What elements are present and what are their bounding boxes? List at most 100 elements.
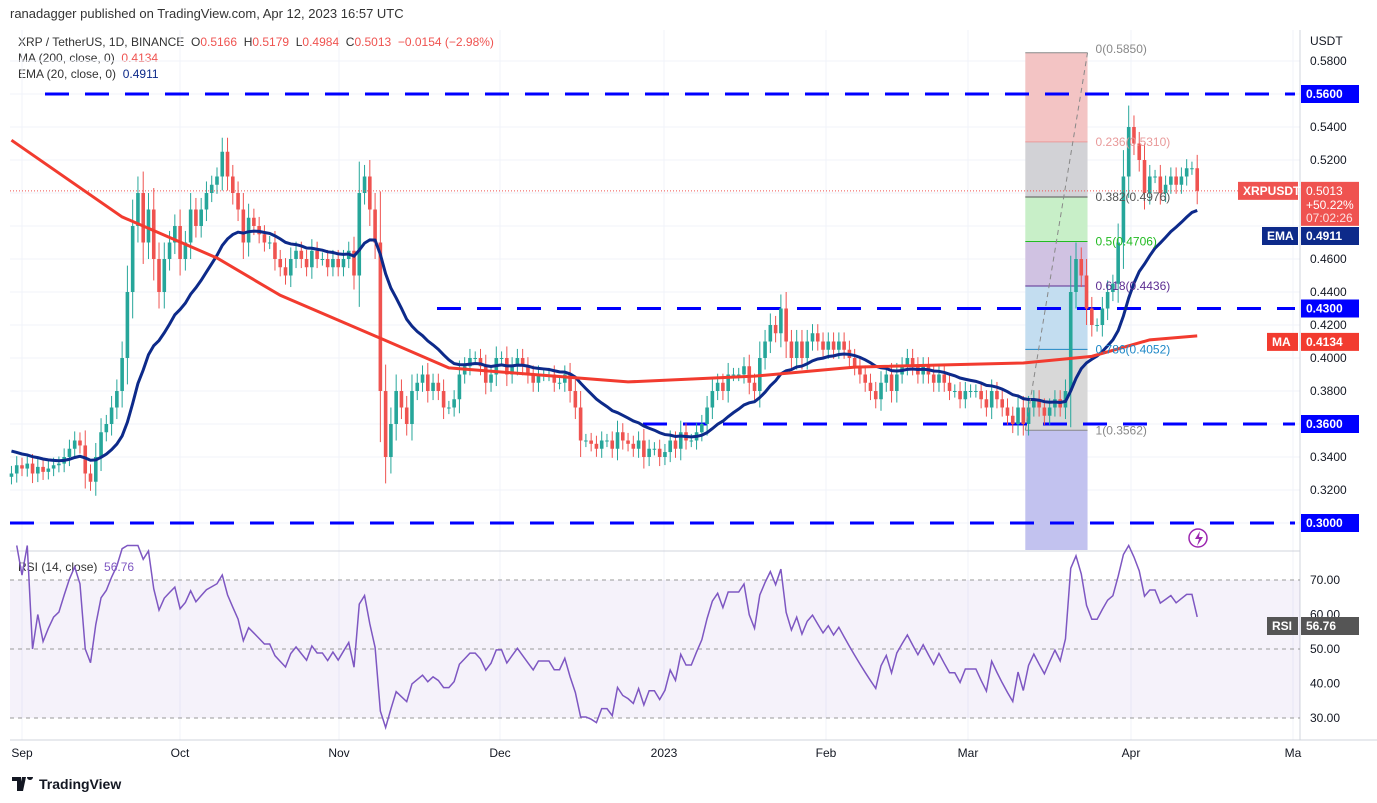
fib-zone	[1025, 430, 1088, 550]
price-tick-label: 0.3800	[1310, 384, 1347, 398]
candle-body	[710, 391, 715, 408]
candle-body	[1090, 308, 1094, 325]
candle-body	[1026, 407, 1031, 424]
candle-body	[1142, 160, 1147, 193]
candle-body	[594, 443, 599, 449]
candle-body	[1105, 292, 1110, 309]
candle-body	[336, 259, 340, 268]
candle-body	[837, 341, 841, 350]
candle-body	[378, 242, 383, 391]
candle-body	[447, 407, 451, 409]
rsi-tick-label: 40.00	[1310, 677, 1340, 691]
candle-body	[584, 440, 588, 442]
symbol-tag-bg	[1238, 181, 1298, 200]
candle-body	[104, 424, 109, 433]
candle-body	[72, 440, 77, 449]
low-value: 0.4984	[302, 35, 340, 49]
candle-body	[952, 391, 957, 392]
level-price-tag: 0.3000	[1306, 516, 1343, 530]
candle-body	[162, 259, 167, 292]
ema-legend[interactable]: EMA (20, close, 0) 0.4911	[18, 67, 159, 81]
time-tick-label: Feb	[816, 746, 837, 760]
candle-body	[889, 374, 894, 391]
candle-body	[1095, 325, 1099, 326]
candle-body	[136, 193, 140, 226]
candle-body	[599, 440, 604, 449]
candle-body	[873, 391, 878, 400]
candle-body	[578, 407, 583, 441]
candle-body	[1047, 407, 1052, 416]
candle-body	[726, 374, 730, 391]
candle-body	[1005, 407, 1010, 416]
level-price-tag: 0.3600	[1306, 417, 1343, 431]
rsi-value: 56.76	[104, 560, 135, 574]
candle-body	[678, 432, 683, 449]
level-price-tag-bg	[1301, 415, 1359, 433]
candle-body	[700, 424, 704, 433]
candle-body	[151, 209, 156, 259]
candle-body	[331, 259, 335, 268]
candle-body	[157, 259, 161, 292]
candle-body	[457, 374, 462, 400]
candle-body	[310, 250, 314, 268]
candle-body	[636, 440, 641, 449]
candle-body	[146, 209, 151, 243]
candle-body	[1137, 143, 1142, 160]
price-tick-label: 0.5800	[1310, 54, 1347, 68]
candle-body	[283, 267, 288, 276]
candle-body	[563, 374, 567, 383]
fib-level-label: 0.5(0.4706)	[1096, 235, 1157, 249]
ema-label: EMA (20, close, 0)	[18, 67, 117, 81]
candle-body	[668, 440, 673, 453]
candle-body	[805, 341, 810, 358]
candle-body	[552, 374, 557, 383]
candle-body	[352, 250, 356, 276]
tradingview-logo[interactable]: TradingView	[12, 776, 121, 792]
candle-body	[731, 374, 736, 376]
candle-body	[431, 382, 435, 391]
price-tick-label: 0.4600	[1310, 252, 1347, 266]
candle-body	[931, 374, 936, 383]
candle-body	[1010, 415, 1015, 424]
candle-body	[278, 259, 283, 268]
rsi-legend[interactable]: RSI (14, close) 56.76	[18, 560, 134, 574]
candle-body	[858, 366, 862, 375]
level-price-tag: 0.5600	[1306, 87, 1343, 101]
candle-body	[1163, 184, 1168, 193]
high-value: 0.5179	[252, 35, 290, 49]
candle-body	[1016, 407, 1020, 424]
candle-body	[120, 358, 124, 391]
last-price-tag-bg	[1301, 181, 1359, 226]
ma-price-tag-bg	[1301, 332, 1359, 351]
open-value: 0.5166	[200, 35, 238, 49]
candle-body	[768, 325, 773, 342]
candle-body	[468, 358, 472, 367]
fib-zone	[1025, 196, 1088, 242]
price-tick-label: 0.3200	[1310, 483, 1347, 497]
candle-body	[425, 374, 430, 391]
fib-zone	[1025, 241, 1088, 287]
ema-price-tag: 0.4911	[1306, 229, 1342, 243]
candle-body	[789, 341, 794, 358]
candle-body	[57, 463, 61, 466]
candle-body	[879, 382, 883, 400]
candle-body	[1021, 407, 1026, 424]
candle-body	[937, 374, 941, 383]
price-tick-label: 0.4000	[1310, 351, 1347, 365]
candle-body	[974, 391, 978, 392]
symbol-title[interactable]: XRP / TetherUS, 1D, BINANCE	[18, 35, 185, 49]
candle-body	[483, 366, 488, 383]
fib-level-label: 0.618(0.4436)	[1096, 279, 1171, 293]
candle-body	[831, 341, 836, 350]
candle-body	[115, 391, 119, 408]
last-change: +50.22%	[1306, 198, 1354, 212]
candle-body	[984, 399, 989, 408]
candle-body	[663, 452, 667, 457]
rsi-tick-label: 70.00	[1310, 573, 1340, 587]
candle-body	[441, 391, 446, 408]
candle-body	[241, 209, 246, 243]
candle-body	[784, 308, 788, 342]
price-tick-label: 0.4200	[1310, 318, 1347, 332]
candle-body	[673, 440, 678, 449]
